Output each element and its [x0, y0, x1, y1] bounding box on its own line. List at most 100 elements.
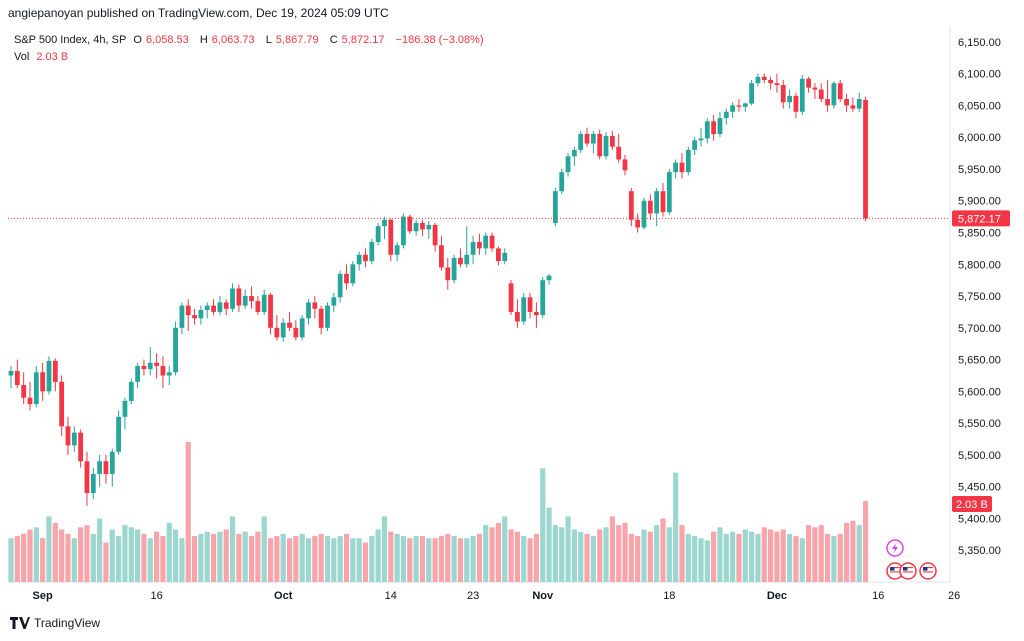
candle	[223, 299, 229, 316]
candle	[673, 159, 679, 179]
candle-body	[571, 149, 577, 157]
candle	[515, 299, 520, 328]
volume-bar	[46, 516, 52, 582]
volume-bar	[97, 518, 103, 582]
candle	[350, 261, 356, 287]
candle-body	[407, 216, 413, 232]
volume-bar	[793, 536, 799, 582]
candle-body	[293, 327, 299, 338]
candle-body	[565, 156, 571, 173]
candle	[856, 92, 862, 112]
footer-brand[interactable]: TradingView	[10, 616, 100, 630]
candle	[363, 248, 368, 268]
y-tick-label: 5,950.00	[958, 164, 1001, 176]
candle	[217, 296, 223, 316]
candle-body	[198, 310, 204, 319]
candle-body	[388, 219, 394, 255]
last-price-tag	[952, 210, 1010, 227]
candle-body	[527, 297, 533, 312]
legend-symbol[interactable]: S&P 500 Index, 4h, SP	[14, 34, 127, 46]
candle-body	[552, 191, 558, 223]
candle	[844, 93, 849, 112]
candle	[546, 273, 552, 285]
x-tick-label: 18	[663, 590, 675, 602]
volume-bar	[331, 538, 337, 582]
volume-bar	[299, 533, 305, 582]
candle-body	[71, 432, 77, 446]
candle	[261, 289, 267, 316]
flag-stripe	[903, 567, 913, 569]
candle	[787, 89, 792, 109]
volume-bar	[647, 531, 653, 582]
footer-brand-text: TradingView	[34, 616, 101, 630]
candle	[420, 219, 425, 236]
legend-change: −186.38 (−3.08%)	[395, 34, 484, 46]
volume-bar	[369, 536, 375, 582]
candle	[584, 127, 590, 147]
volume-bar	[609, 516, 615, 582]
candle	[635, 213, 641, 233]
candle	[717, 111, 723, 138]
candle	[14, 359, 20, 389]
candle-body	[477, 242, 482, 249]
candle-body	[837, 83, 843, 100]
candle	[850, 97, 856, 112]
candle	[685, 146, 691, 176]
y-tick-label: 5,550.00	[958, 418, 1001, 430]
candle-body	[97, 461, 103, 474]
candle-body	[274, 327, 280, 338]
candle-body	[502, 252, 508, 262]
candle-body	[666, 172, 672, 213]
candle	[806, 76, 811, 93]
candle-body	[268, 294, 273, 328]
candle	[533, 302, 539, 328]
candle	[337, 270, 343, 303]
volume-bar	[616, 525, 622, 582]
flag-stripe	[890, 569, 900, 571]
candle	[274, 315, 280, 341]
volume-bar	[153, 531, 160, 582]
candle	[394, 242, 400, 262]
candle-body	[154, 362, 159, 366]
volume-bar	[540, 468, 546, 582]
candle-body	[628, 191, 634, 220]
candle	[287, 311, 292, 332]
volume-bar	[318, 533, 324, 582]
volume-bar	[413, 536, 419, 582]
candle-body	[14, 371, 20, 386]
flag-stripe	[923, 567, 933, 569]
y-tick-label: 5,500.00	[958, 450, 1001, 462]
candle	[401, 213, 406, 249]
us-flag-event-icon	[899, 562, 917, 580]
y-tick-label: 6,100.00	[958, 69, 1001, 81]
candle	[46, 356, 52, 395]
candle-body	[8, 371, 14, 376]
tradingview-logo-icon	[10, 617, 30, 629]
candle-body	[742, 103, 748, 107]
volume-bar	[508, 529, 514, 582]
candle	[90, 467, 96, 500]
y-tick-label: 5,750.00	[958, 291, 1001, 303]
candle-body	[337, 273, 343, 298]
candle-body	[590, 134, 596, 144]
volume-bars	[8, 442, 869, 582]
candle-body	[33, 372, 39, 405]
candle	[597, 129, 603, 160]
candle-body	[856, 99, 862, 109]
flag-stripe	[890, 573, 900, 575]
volume-bar	[711, 531, 717, 582]
volume-bar	[166, 522, 172, 582]
x-tick-label: Nov	[532, 590, 554, 602]
volume-bar	[635, 536, 641, 582]
candle-body	[812, 87, 818, 90]
legend-volume-label[interactable]: Vol	[14, 51, 30, 63]
volume-bar	[236, 533, 242, 582]
candle	[723, 108, 729, 125]
candle	[204, 302, 210, 319]
candle	[268, 292, 273, 335]
published-by-text: angiepanoyan published on TradingView.co…	[8, 6, 389, 20]
candle	[249, 286, 254, 309]
candle	[831, 81, 837, 109]
volume-bar	[135, 529, 141, 582]
